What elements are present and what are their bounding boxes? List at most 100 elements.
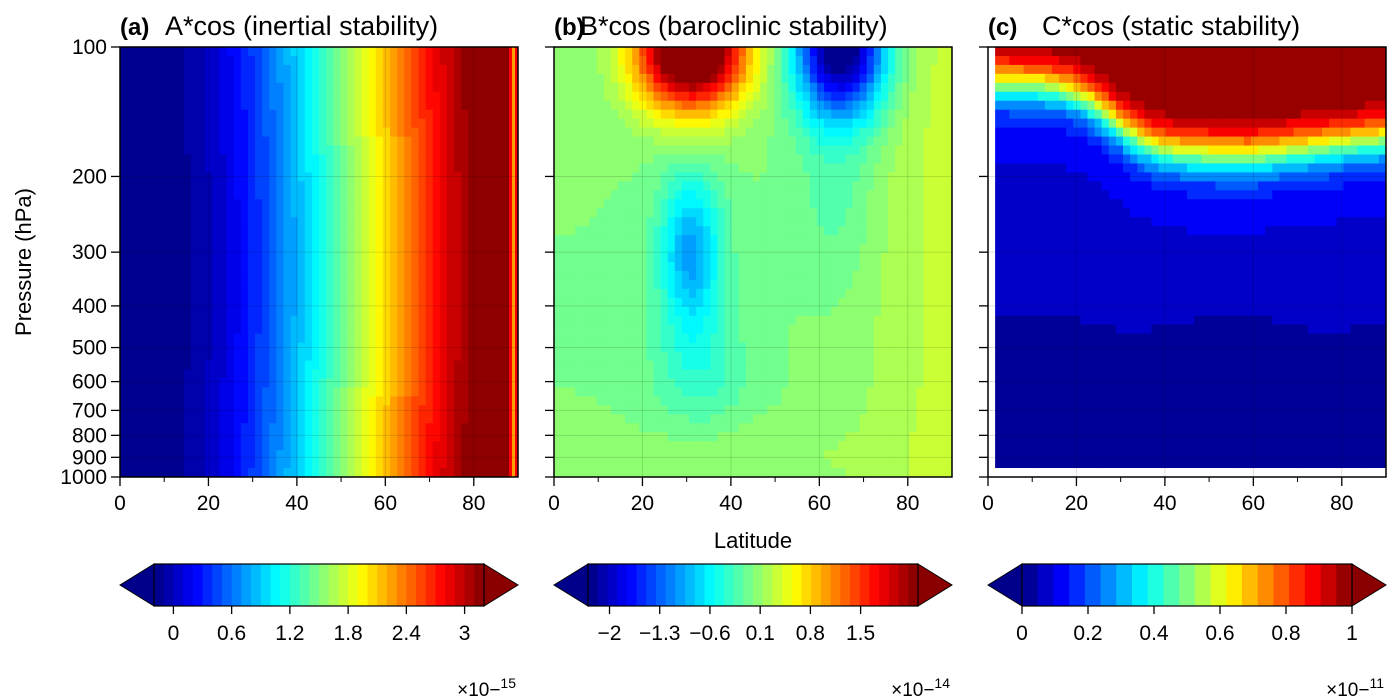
field-cell <box>824 360 832 371</box>
field-cell <box>717 262 726 272</box>
field-cell <box>397 172 405 182</box>
field-cell <box>873 73 882 84</box>
field-cell <box>219 378 228 389</box>
field-cell <box>233 333 242 344</box>
field-cell <box>845 396 854 406</box>
field-cell <box>689 324 697 335</box>
field-cell <box>390 64 398 75</box>
field-cell <box>895 109 903 120</box>
field-cell <box>411 342 420 353</box>
field-cell <box>347 172 356 182</box>
field-cell <box>816 118 825 129</box>
field-cell <box>632 127 640 138</box>
field-cell <box>198 351 206 362</box>
field-cell <box>724 181 733 191</box>
field-cell <box>169 118 178 129</box>
field-cell <box>831 342 839 353</box>
field-cell <box>297 163 306 174</box>
field-cell <box>496 109 505 120</box>
field-cell <box>760 55 768 66</box>
field-cell <box>283 208 292 218</box>
field-cell <box>240 459 249 469</box>
field-cell <box>418 297 427 308</box>
field-cell <box>120 118 128 129</box>
field-cell <box>731 145 740 156</box>
field-cell <box>247 432 256 442</box>
field-cell <box>212 136 221 147</box>
field-cell <box>219 468 228 477</box>
field-cell <box>233 73 242 84</box>
field-cell <box>916 190 925 200</box>
field-cell <box>418 109 427 120</box>
field-cell <box>212 315 221 326</box>
field-cell <box>610 360 619 371</box>
field-cell <box>603 73 612 84</box>
field-cell <box>354 423 363 433</box>
field-cell <box>717 226 726 236</box>
field-cell <box>226 441 235 451</box>
field-cell <box>169 55 178 66</box>
field-cell <box>176 163 185 174</box>
field-cell <box>432 459 441 469</box>
field-cell <box>717 47 726 57</box>
field-cell <box>468 109 476 120</box>
field-cell <box>852 82 861 93</box>
field-cell <box>162 333 171 344</box>
field-cell <box>354 199 363 209</box>
field-cell <box>397 145 405 156</box>
field-cell <box>845 226 854 236</box>
field-cell <box>774 235 783 245</box>
field-cell <box>767 47 775 57</box>
field-cell <box>120 288 128 299</box>
field-cell <box>554 315 562 326</box>
field-cell <box>582 360 591 371</box>
field-cell <box>660 288 669 299</box>
field-cell <box>753 288 761 299</box>
field-cell <box>205 288 213 299</box>
field-cell <box>411 136 420 147</box>
field-cell <box>660 262 669 272</box>
field-cell <box>276 109 285 120</box>
panel-a: (a) A*cos (inertial stability) 0 20 40 60 80… <box>60 11 519 515</box>
field-cell <box>653 172 662 182</box>
field-cell <box>745 136 754 147</box>
field-cell <box>930 226 939 236</box>
field-cell <box>205 118 213 129</box>
field-cell <box>802 297 811 308</box>
field-cell <box>561 360 569 371</box>
field-cell <box>653 288 662 299</box>
field-cell <box>632 262 640 272</box>
field-cell <box>319 342 327 353</box>
field-cell <box>667 127 676 138</box>
field-cell <box>475 244 484 254</box>
field-cell <box>240 136 249 147</box>
field-cell <box>589 306 598 317</box>
field-cell <box>404 217 412 227</box>
field-cell <box>354 208 363 218</box>
field-cell <box>162 387 171 397</box>
field-cell <box>710 378 719 389</box>
field-cell <box>774 127 783 138</box>
field-cell <box>639 154 647 165</box>
field-cell <box>866 253 875 263</box>
field-cell <box>816 163 825 174</box>
field-cell <box>333 262 341 272</box>
field-cell <box>745 387 754 397</box>
field-cell <box>233 369 242 380</box>
field-cell <box>390 235 398 245</box>
field-cell <box>262 154 270 165</box>
field-cell <box>461 369 469 380</box>
field-cell <box>717 109 726 120</box>
field-cell <box>127 109 135 120</box>
field-cell <box>475 306 484 317</box>
field-cell <box>568 351 576 362</box>
field-cell <box>134 118 142 129</box>
field-cell <box>290 64 299 75</box>
field-cell <box>745 262 754 272</box>
field-cell <box>816 387 825 397</box>
field-cell <box>795 306 804 317</box>
field-cell <box>155 47 164 57</box>
field-cell <box>262 378 270 389</box>
field-cell <box>148 405 157 415</box>
field-cell <box>845 109 854 120</box>
